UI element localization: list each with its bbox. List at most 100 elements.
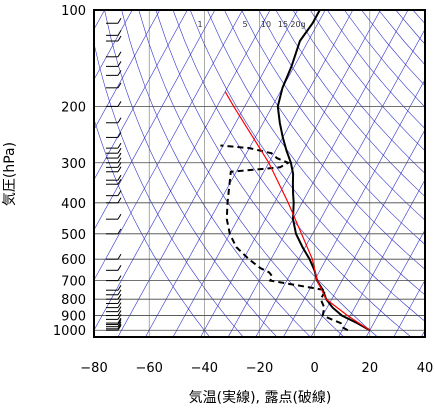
dry-adiabat-line	[395, 10, 425, 45]
isotherm-line	[94, 10, 271, 331]
x-tick-label: −40	[191, 361, 218, 376]
wind-barb-flag	[117, 284, 122, 291]
isotherm-line	[338, 179, 425, 337]
mixing-ratio-label: 1	[197, 20, 202, 29]
wind-barb-flag	[117, 298, 122, 304]
y-tick-label: 800	[61, 293, 86, 308]
isotherm-line	[365, 229, 425, 337]
wind-barb-flag	[117, 197, 122, 204]
isotherm-line	[227, 10, 409, 337]
guide-lines	[94, 10, 425, 337]
wind-barb-flag	[117, 17, 122, 24]
isotherm-line	[393, 279, 425, 337]
y-tick-label: 600	[61, 253, 86, 268]
wind-barb-flag	[117, 178, 122, 185]
isotherm-line	[94, 10, 161, 131]
wind-barb-flag	[117, 213, 122, 220]
y-tick-label: 300	[61, 157, 86, 172]
x-axis-title: 気温(実線), 露点(破線)	[189, 390, 332, 406]
wind-barb-flag	[117, 319, 122, 325]
y-axis-title: 気圧(hPa)	[2, 142, 18, 206]
x-tick-label: 0	[311, 361, 319, 376]
wind-barb-flag	[117, 306, 122, 312]
wind-barb-flag	[117, 70, 122, 76]
wind-barb-flag	[117, 310, 122, 316]
wind-barb-flag	[117, 289, 122, 296]
wind-barb-flag	[117, 324, 122, 331]
wind-barb-flag	[117, 323, 122, 330]
wind-barb-flag	[117, 321, 122, 327]
wind-barb-flag	[117, 228, 122, 235]
x-tick-label: −80	[80, 361, 107, 376]
wind-barb-flag	[117, 82, 122, 89]
wind-barb-flag	[117, 302, 122, 308]
wind-barb-flag	[117, 35, 122, 42]
y-tick-label: 500	[61, 228, 86, 243]
isotherm-line	[421, 329, 425, 337]
dry-adiabat-line	[138, 10, 345, 337]
dry-adiabat-line	[275, 10, 425, 197]
y-tick-label: 1000	[53, 324, 86, 339]
plot-frame	[93, 9, 426, 338]
mixing-ratio-labels: 1 5 10 15 20g	[197, 20, 305, 29]
temperature-line	[276, 10, 371, 332]
isotherm-line	[117, 10, 298, 337]
y-tick-label: 700	[61, 275, 86, 290]
isotherm-line	[283, 78, 425, 337]
wind-barb-flag	[117, 190, 122, 196]
x-tick-label: −20	[246, 361, 273, 376]
dry-adiabat-line	[412, 10, 425, 25]
wind-barb-flag	[117, 174, 122, 181]
wind-barb-flag	[117, 117, 122, 124]
dry-adiabat-line	[121, 10, 311, 337]
dry-adiabat-line	[378, 10, 425, 66]
isotherm-line	[172, 10, 354, 337]
isotherm-line	[94, 10, 216, 231]
dry-adiabat-line	[344, 10, 425, 108]
wind-barb-flag	[117, 166, 122, 173]
x-tick-label: −60	[135, 361, 162, 376]
dewpoint-line	[220, 144, 349, 332]
dry-adiabat-line	[292, 10, 425, 174]
wind-barb-flag	[117, 61, 122, 67]
wind-barb-flag	[117, 314, 122, 320]
wind-barb-flag	[117, 293, 122, 300]
isotherm-line	[94, 10, 188, 181]
wind-barb-flag	[117, 142, 122, 149]
dry-adiabat-line	[94, 42, 244, 337]
isotherm-line	[255, 28, 425, 337]
wind-barb-flag	[117, 101, 122, 107]
wind-barb-flag	[117, 147, 122, 154]
dry-adiabat-line	[241, 10, 425, 245]
x-tick-label: 20	[362, 361, 379, 376]
y-tick-label: 100	[61, 4, 86, 19]
mixing-ratio-label: 10	[261, 20, 271, 29]
dry-adiabat-line	[172, 10, 412, 337]
y-tick-label: 900	[61, 310, 86, 325]
parcel-line	[224, 91, 371, 331]
dry-adiabat-line	[207, 10, 425, 296]
mixing-ratio-label: 20g	[290, 20, 305, 29]
dry-adiabat-line	[155, 10, 378, 337]
wind-barb-flag	[117, 51, 122, 58]
wind-barb-flag	[117, 152, 122, 159]
dry-adiabat-line	[224, 10, 425, 270]
y-tick-label: 200	[61, 100, 86, 115]
dry-adiabat-line	[361, 10, 425, 87]
dry-adiabat-line	[94, 118, 210, 337]
wind-barbs	[106, 17, 122, 331]
mixing-ratio-label: 15	[278, 20, 288, 29]
wind-barb-flag	[117, 265, 122, 271]
dry-adiabat-line	[309, 10, 425, 152]
wind-barb-flag	[117, 162, 122, 168]
isotherm-line	[94, 10, 243, 281]
dry-adiabat-line	[258, 10, 425, 221]
wind-barb-flag	[117, 157, 122, 164]
dry-adiabat-line	[189, 10, 425, 322]
mixing-ratio-label: 5	[242, 20, 247, 29]
wind-barb-flag	[117, 132, 122, 138]
x-axis-ticks: −80 −60 −40 −20 0 20 40	[80, 361, 433, 376]
wind-barb-flag	[117, 275, 122, 281]
